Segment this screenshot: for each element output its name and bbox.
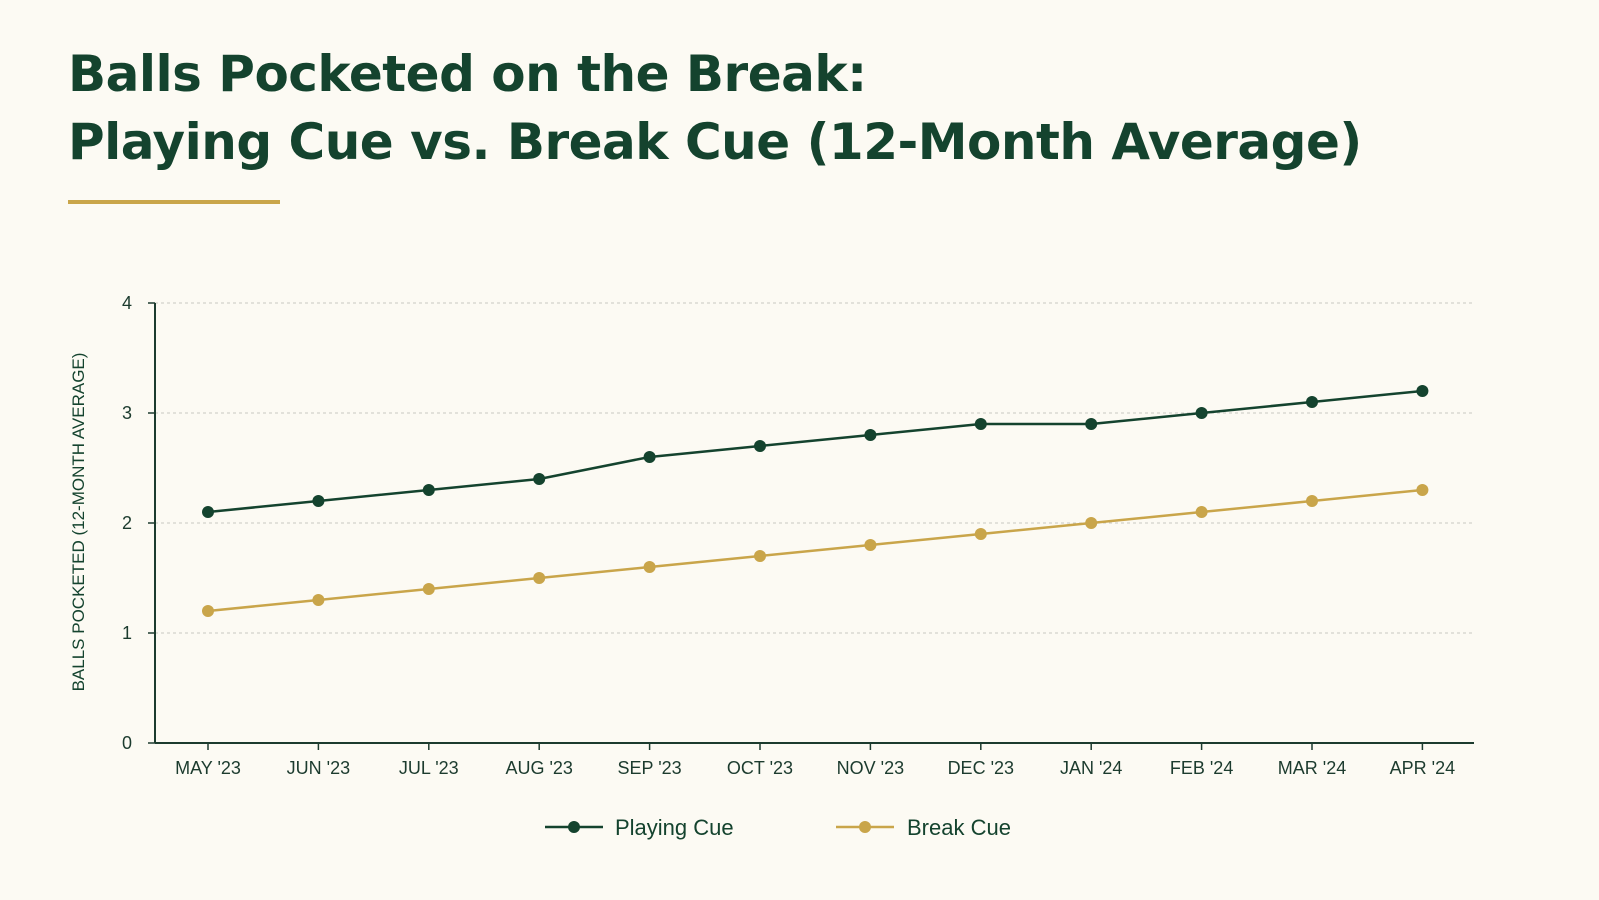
x-tick-label: DEC '23	[948, 758, 1014, 778]
legend-item-playing-cue: Playing Cue	[545, 815, 734, 840]
legend-label: Playing Cue	[615, 815, 734, 840]
series-line	[207, 389, 1423, 514]
series-lines	[202, 385, 1429, 617]
x-tick-label: FEB '24	[1170, 758, 1233, 778]
legend-swatch-marker	[859, 821, 871, 833]
x-tick-label: MAR '24	[1278, 758, 1346, 778]
legend-label: Break Cue	[907, 815, 1011, 840]
data-point	[754, 440, 766, 452]
axes: 0 1 2 3 4 MAY '23 JUN '23 JUL '23 AUG '23 SEP '23…	[122, 293, 1474, 778]
data-point	[1195, 506, 1208, 518]
data-point	[1306, 396, 1318, 408]
x-tick-label: OCT '23	[727, 758, 793, 778]
data-point	[1195, 407, 1208, 419]
chart-title-line-1: Balls Pocketed on the Break:	[68, 45, 867, 103]
series-break-cue	[202, 484, 1429, 617]
x-tick-label: MAY '23	[175, 758, 241, 778]
y-tick-label: 0	[122, 733, 132, 753]
y-tick-label: 3	[122, 403, 132, 423]
grid-lines	[155, 302, 1474, 634]
data-point	[864, 429, 877, 441]
y-axis-title: BALLS POCKETED (12-MONTH AVERAGE)	[69, 353, 88, 692]
series-line	[207, 488, 1423, 613]
x-tick-label: JUL '23	[399, 758, 459, 778]
x-tick-label: APR '24	[1390, 758, 1455, 778]
data-point	[533, 473, 546, 485]
series-playing-cue	[202, 385, 1429, 518]
x-tick-label: JAN '24	[1060, 758, 1122, 778]
data-point	[1416, 385, 1429, 397]
x-tick-label: AUG '23	[505, 758, 572, 778]
data-point	[1085, 418, 1098, 430]
data-point	[974, 418, 987, 430]
legend: Playing Cue Break Cue	[545, 815, 1011, 840]
y-tick-label: 2	[122, 513, 132, 533]
data-point	[643, 561, 656, 573]
chart-title: Balls Pocketed on the Break: Playing Cue…	[68, 40, 1362, 176]
data-point	[643, 451, 656, 463]
data-point	[202, 506, 214, 518]
y-tick-label: 4	[122, 293, 132, 313]
chart-title-line-2: Playing Cue vs. Break Cue (12-Month Aver…	[68, 113, 1362, 171]
data-point	[864, 539, 877, 551]
y-tick-label: 1	[122, 623, 132, 643]
data-point	[312, 495, 325, 507]
x-tick-label: NOV '23	[837, 758, 904, 778]
data-point	[422, 583, 435, 595]
legend-swatch-marker	[568, 821, 580, 833]
x-tick-label: SEP '23	[618, 758, 682, 778]
data-point	[754, 550, 766, 562]
data-point	[1306, 495, 1318, 507]
data-point	[533, 572, 546, 584]
data-point	[1085, 517, 1098, 529]
legend-item-break-cue: Break Cue	[836, 815, 1011, 840]
x-tick-label: JUN '23	[287, 758, 350, 778]
data-point	[974, 528, 987, 540]
title-accent-rule	[68, 200, 280, 204]
data-point	[312, 594, 325, 606]
data-point	[1416, 484, 1429, 496]
data-point	[422, 484, 435, 496]
data-point	[202, 605, 214, 617]
